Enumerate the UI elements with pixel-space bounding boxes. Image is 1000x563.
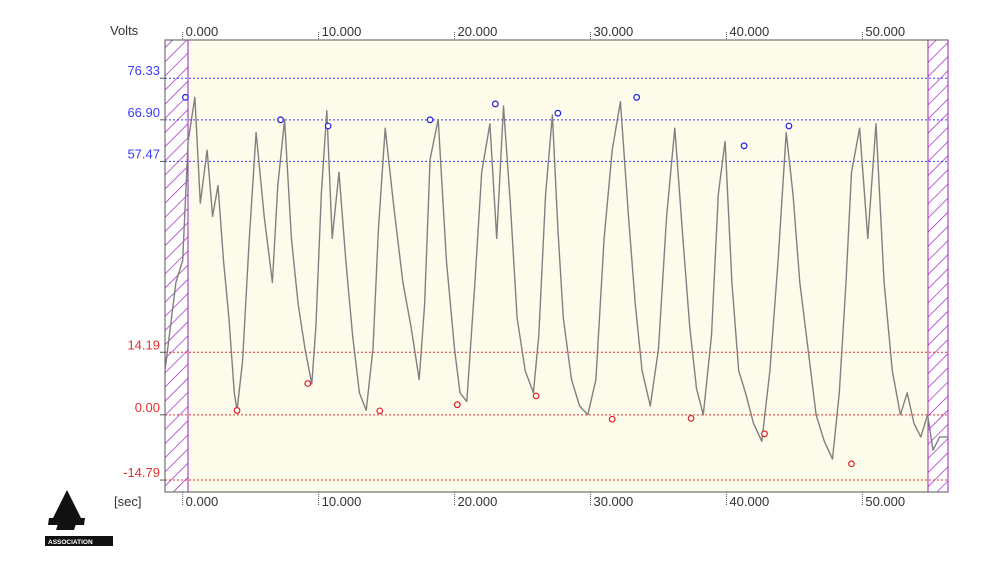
trough-marker-8 <box>848 460 855 468</box>
peak-marker-0 <box>181 93 189 101</box>
y-tick-label-1: 66.90 <box>127 105 160 120</box>
trough-marker-1 <box>304 380 312 387</box>
y-axis-title: Volts <box>110 23 139 38</box>
x-tick-bottom-label-0: 0.000 <box>186 494 219 509</box>
svg-text:ASSOCIATION: ASSOCIATION <box>48 539 93 546</box>
right-hatch-region <box>927 39 949 493</box>
trough-marker-5 <box>608 415 616 423</box>
series-line-0 <box>164 96 948 460</box>
peak-marker-3 <box>426 116 434 124</box>
x-tick-bottom-label-2: 20.000 <box>458 494 498 509</box>
x-tick-bottom-label-5: 50.000 <box>865 494 905 509</box>
x-tick-bottom-label-4: 40.000 <box>729 494 769 509</box>
trough-marker-4 <box>532 392 540 400</box>
trough-marker-0 <box>233 407 241 414</box>
y-tick-label-3: 14.19 <box>127 337 160 352</box>
y-tick-label-4: 0.00 <box>135 400 160 415</box>
x-tick-bottom-label-3: 30.000 <box>593 494 633 509</box>
x-tick-top-label-5: 50.000 <box>865 24 905 39</box>
trough-marker-3 <box>453 401 461 409</box>
peak-marker-4 <box>491 100 499 108</box>
x-tick-top-label-4: 40.000 <box>729 24 769 39</box>
peak-marker-8 <box>785 122 793 130</box>
peak-marker-7 <box>740 142 748 150</box>
x-tick-top-label-1: 10.000 <box>322 24 362 39</box>
y-tick-label-0: 76.33 <box>127 63 160 78</box>
x-tick-top-label-2: 20.000 <box>458 24 498 39</box>
peak-marker-1 <box>277 116 284 124</box>
trough-marker-6 <box>687 414 695 422</box>
y-tick-label-2: 57.47 <box>127 146 160 161</box>
esd-association-logo: ASSOCIATION <box>45 490 113 546</box>
trough-marker-7 <box>761 430 768 438</box>
x-tick-top-label-0: 0.000 <box>186 24 219 39</box>
tick-layer: 0.000 0.000 10.000 10.000 20.000 20.000 30.000… <box>182 24 905 509</box>
peak-marker-2 <box>324 122 332 130</box>
peak-marker-6 <box>633 93 641 101</box>
peak-marker-5 <box>554 109 562 117</box>
x-tick-top-label-3: 30.000 <box>593 24 633 39</box>
x-tick-bottom-label-1: 10.000 <box>322 494 362 509</box>
trough-marker-2 <box>376 407 384 415</box>
plot-area <box>188 40 928 492</box>
reference-lines: 76.33 66.90 57.47 14.19 0.00 -14.79 <box>123 63 948 481</box>
series-layer <box>164 96 948 460</box>
marker-layer <box>181 93 855 468</box>
y-tick-label-5: -14.79 <box>123 465 160 480</box>
left-hatch-region <box>164 39 189 493</box>
